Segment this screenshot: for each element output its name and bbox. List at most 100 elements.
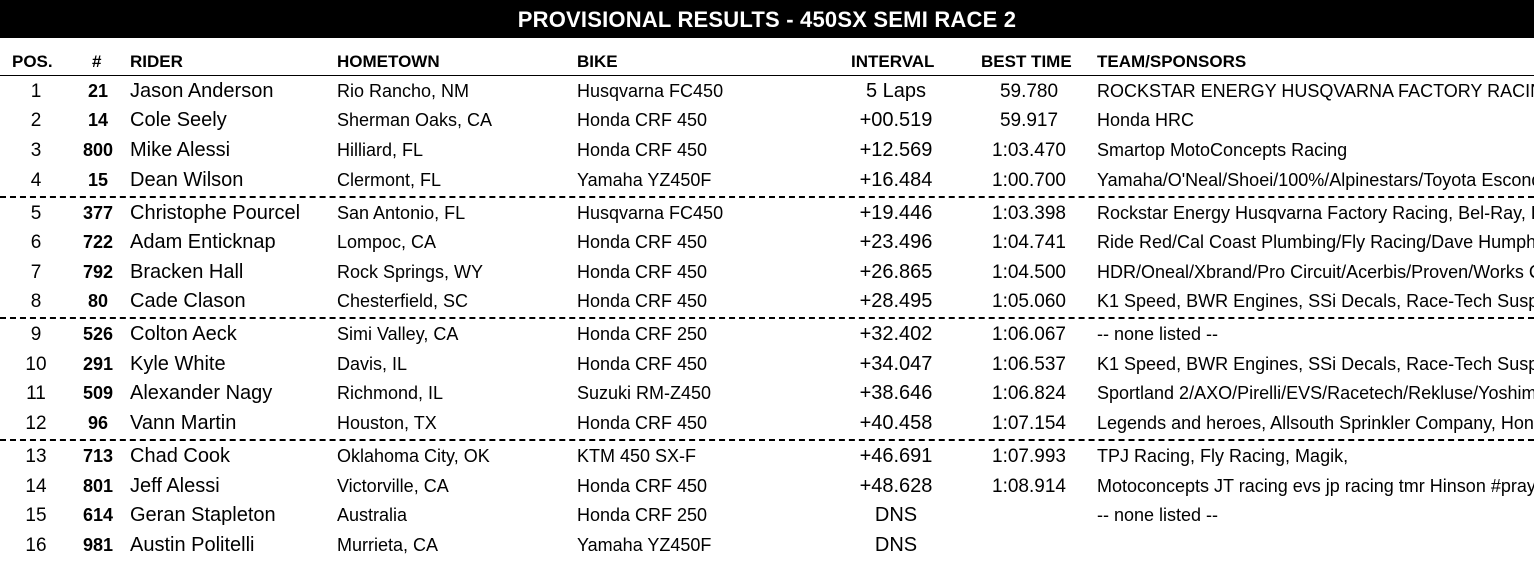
header-rider: RIDER xyxy=(130,52,183,71)
rider-number-cell: 291 xyxy=(82,354,114,374)
best-time-cell: 1:07.154 xyxy=(992,413,1066,434)
rider-name-cell: Dean Wilson xyxy=(130,169,244,191)
rider-number-cell: 15 xyxy=(87,170,109,190)
bike-cell: Honda CRF 450 xyxy=(577,354,708,374)
best-time-cell: 1:05.060 xyxy=(992,291,1066,312)
header-pos: POS. xyxy=(12,52,53,71)
header-bike: BIKE xyxy=(577,52,618,71)
header-number: # xyxy=(92,52,102,71)
team-sponsors-cell: K1 Speed, BWR Engines, SSi Decals, Race-… xyxy=(1097,291,1534,311)
table-row: 5 377 Christophe Pourcel San Antonio, FL Hus… xyxy=(0,199,1534,228)
position-cell: 14 xyxy=(25,476,47,497)
position-cell: 12 xyxy=(25,413,47,434)
team-sponsors-cell: HDR/Oneal/Xbrand/Pro Circuit/Acerbis/Pro… xyxy=(1097,262,1534,282)
best-time-cell: 1:03.470 xyxy=(992,140,1066,161)
rider-number-cell: 526 xyxy=(82,324,114,344)
header-best-time: BEST TIME xyxy=(981,52,1072,71)
rider-number-cell: 713 xyxy=(82,446,114,466)
bike-cell: Yamaha YZ450F xyxy=(577,170,712,190)
rider-name-cell: Cole Seely xyxy=(130,109,227,131)
best-time-cell: 1:06.824 xyxy=(992,383,1066,404)
header-divider xyxy=(0,75,1534,76)
group-divider xyxy=(0,439,1534,441)
header-interval: INTERVAL xyxy=(851,52,935,71)
interval-cell: +16.484 xyxy=(859,169,933,191)
bike-cell: Honda CRF 250 xyxy=(577,324,708,344)
table-row: 12 96 Vann Martin Houston, TX Honda CRF 450 +… xyxy=(0,409,1534,438)
bike-cell: Honda CRF 450 xyxy=(577,232,708,252)
rider-name-cell: Jeff Alessi xyxy=(130,475,220,497)
rider-number-cell: 800 xyxy=(82,140,114,160)
best-time-cell: 1:06.537 xyxy=(992,354,1066,375)
table-row: 1 21 Jason Anderson Rio Rancho, NM Husqvarna… xyxy=(0,77,1534,106)
hometown-cell: Australia xyxy=(337,505,408,525)
team-sponsors-cell: Honda HRC xyxy=(1097,110,1195,130)
table-row: 15 614 Geran Stapleton Australia Honda CRF 2… xyxy=(0,501,1534,530)
rider-name-cell: Austin Politelli xyxy=(130,534,255,556)
table-row: 7 792 Bracken Hall Rock Springs, WY Honda CR… xyxy=(0,258,1534,287)
table-row: 16 981 Austin Politelli Murrieta, CA Yamaha … xyxy=(0,531,1534,560)
interval-cell: +38.646 xyxy=(859,382,933,404)
header-team-sponsors: TEAM/SPONSORS xyxy=(1097,52,1247,71)
rider-number-cell: 722 xyxy=(82,232,114,252)
rider-number-cell: 792 xyxy=(82,262,114,282)
interval-cell: +46.691 xyxy=(859,445,933,467)
interval-cell: +48.628 xyxy=(859,475,933,497)
rider-number-cell: 21 xyxy=(87,81,109,101)
bike-cell: Honda CRF 450 xyxy=(577,140,708,160)
interval-cell: DNS xyxy=(874,504,918,526)
best-time-cell: 1:03.398 xyxy=(992,203,1066,224)
table-row: 3 800 Mike Alessi Hilliard, FL Honda CRF 450… xyxy=(0,136,1534,165)
best-time-cell: 1:08.914 xyxy=(992,476,1066,497)
group-divider xyxy=(0,317,1534,319)
interval-cell: DNS xyxy=(874,534,918,556)
hometown-cell: Clermont, FL xyxy=(337,170,442,190)
bike-cell: Honda CRF 250 xyxy=(577,505,708,525)
position-cell: 11 xyxy=(26,383,46,404)
hometown-cell: Hilliard, FL xyxy=(337,140,424,160)
rider-number-cell: 80 xyxy=(87,291,109,311)
team-sponsors-cell: Sportland 2/AXO/Pirelli/EVS/Racetech/Rek… xyxy=(1097,383,1534,403)
table-row: 10 291 Kyle White Davis, IL Honda CRF 450 +34… xyxy=(0,350,1534,379)
rider-name-cell: Alexander Nagy xyxy=(130,382,273,404)
team-sponsors-cell: -- none listed -- xyxy=(1097,505,1219,525)
position-cell: 9 xyxy=(30,324,42,345)
team-sponsors-cell: TPJ Racing, Fly Racing, Magik, xyxy=(1097,446,1349,466)
rider-name-cell: Jason Anderson xyxy=(130,80,274,102)
hometown-cell: Lompoc, CA xyxy=(337,232,437,252)
team-sponsors-cell: -- none listed -- xyxy=(1097,324,1219,344)
rider-name-cell: Vann Martin xyxy=(130,412,237,434)
team-sponsors-cell: Smartop MotoConcepts Racing xyxy=(1097,140,1348,160)
team-sponsors-cell: Motoconcepts JT racing evs jp racing tmr… xyxy=(1097,476,1534,496)
rider-name-cell: Kyle White xyxy=(130,353,226,375)
best-time-cell: 1:04.741 xyxy=(992,232,1066,253)
table-row: 14 801 Jeff Alessi Victorville, CA Honda CRF… xyxy=(0,472,1534,501)
rider-number-cell: 509 xyxy=(82,383,114,403)
table-row: 8 80 Cade Clason Chesterfield, SC Honda CRF … xyxy=(0,287,1534,316)
rider-name-cell: Bracken Hall xyxy=(130,261,244,283)
results-title: PROVISIONAL RESULTS - 450SX SEMI RACE 2 xyxy=(0,0,1534,38)
best-time-cell: 59.780 xyxy=(999,81,1059,102)
interval-cell: +32.402 xyxy=(859,323,933,345)
rider-name-cell: Chad Cook xyxy=(130,445,231,467)
position-cell: 5 xyxy=(30,203,42,224)
team-sponsors-cell: Ride Red/Cal Coast Plumbing/Fly Racing/D… xyxy=(1097,232,1534,252)
rider-number-cell: 801 xyxy=(82,476,114,496)
rider-name-cell: Cade Clason xyxy=(130,290,246,312)
rider-number-cell: 614 xyxy=(82,505,114,525)
table-row: 6 722 Adam Enticknap Lompoc, CA Honda CRF 45… xyxy=(0,228,1534,257)
bike-cell: Husqvarna FC450 xyxy=(577,203,724,223)
rider-name-cell: Christophe Pourcel xyxy=(130,202,301,224)
position-cell: 16 xyxy=(25,535,47,556)
hometown-cell: Chesterfield, SC xyxy=(337,291,469,311)
hometown-cell: Oklahoma City, OK xyxy=(337,446,490,466)
rider-name-cell: Colton Aeck xyxy=(130,323,237,345)
bike-cell: KTM 450 SX-F xyxy=(577,446,697,466)
bike-cell: Honda CRF 450 xyxy=(577,413,708,433)
position-cell: 3 xyxy=(30,140,42,161)
table-row: 4 15 Dean Wilson Clermont, FL Yamaha YZ450F +… xyxy=(0,166,1534,195)
interval-cell: +40.458 xyxy=(859,412,933,434)
table-row: 11 509 Alexander Nagy Richmond, IL Suzuki RM… xyxy=(0,379,1534,408)
rider-number-cell: 96 xyxy=(87,413,109,433)
best-time-cell: 1:06.067 xyxy=(992,324,1066,345)
